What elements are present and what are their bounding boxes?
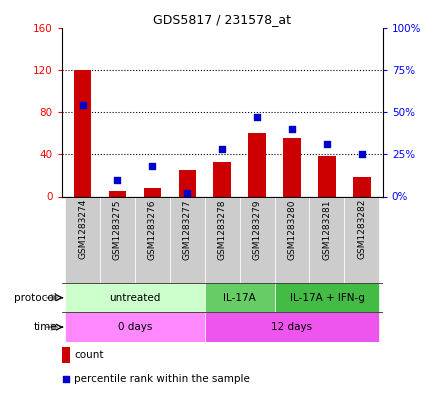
- Bar: [205, 312, 379, 342]
- Point: [149, 163, 156, 169]
- Point: [114, 176, 121, 183]
- Bar: [283, 138, 301, 196]
- Bar: [353, 178, 370, 196]
- Bar: [143, 188, 161, 196]
- Point: [62, 376, 69, 382]
- Bar: [65, 312, 205, 342]
- Point: [219, 146, 226, 152]
- Bar: [135, 196, 170, 283]
- Point: [289, 126, 296, 132]
- Bar: [309, 196, 345, 283]
- Bar: [275, 283, 379, 312]
- Bar: [100, 196, 135, 283]
- Bar: [62, 347, 70, 363]
- Text: GSM1283281: GSM1283281: [323, 199, 331, 260]
- Text: IL-17A + IFN-g: IL-17A + IFN-g: [290, 293, 364, 303]
- Bar: [249, 133, 266, 196]
- Bar: [213, 162, 231, 196]
- Bar: [205, 283, 275, 312]
- Point: [358, 151, 365, 157]
- Point: [184, 190, 191, 196]
- Text: IL-17A: IL-17A: [223, 293, 256, 303]
- Text: GSM1283275: GSM1283275: [113, 199, 122, 260]
- Point: [253, 114, 260, 120]
- Text: time: time: [33, 322, 57, 332]
- Bar: [65, 283, 205, 312]
- Bar: [318, 156, 336, 196]
- Text: GSM1283279: GSM1283279: [253, 199, 262, 260]
- Text: GSM1283276: GSM1283276: [148, 199, 157, 260]
- Bar: [179, 170, 196, 196]
- Bar: [275, 196, 309, 283]
- Text: GSM1283274: GSM1283274: [78, 199, 87, 259]
- Text: count: count: [74, 350, 104, 360]
- Bar: [74, 70, 91, 196]
- Bar: [170, 196, 205, 283]
- Text: protocol: protocol: [15, 293, 57, 303]
- Text: 12 days: 12 days: [271, 322, 312, 332]
- Bar: [65, 196, 100, 283]
- Point: [79, 102, 86, 108]
- Text: GSM1283277: GSM1283277: [183, 199, 192, 260]
- Text: 0 days: 0 days: [118, 322, 152, 332]
- Point: [323, 141, 330, 147]
- Bar: [109, 191, 126, 196]
- Bar: [205, 196, 240, 283]
- Text: percentile rank within the sample: percentile rank within the sample: [74, 374, 250, 384]
- Text: GSM1283282: GSM1283282: [357, 199, 367, 259]
- Bar: [345, 196, 379, 283]
- Title: GDS5817 / 231578_at: GDS5817 / 231578_at: [153, 13, 291, 26]
- Text: GSM1283278: GSM1283278: [218, 199, 227, 260]
- Text: GSM1283280: GSM1283280: [287, 199, 297, 260]
- Text: untreated: untreated: [109, 293, 161, 303]
- Bar: [240, 196, 275, 283]
